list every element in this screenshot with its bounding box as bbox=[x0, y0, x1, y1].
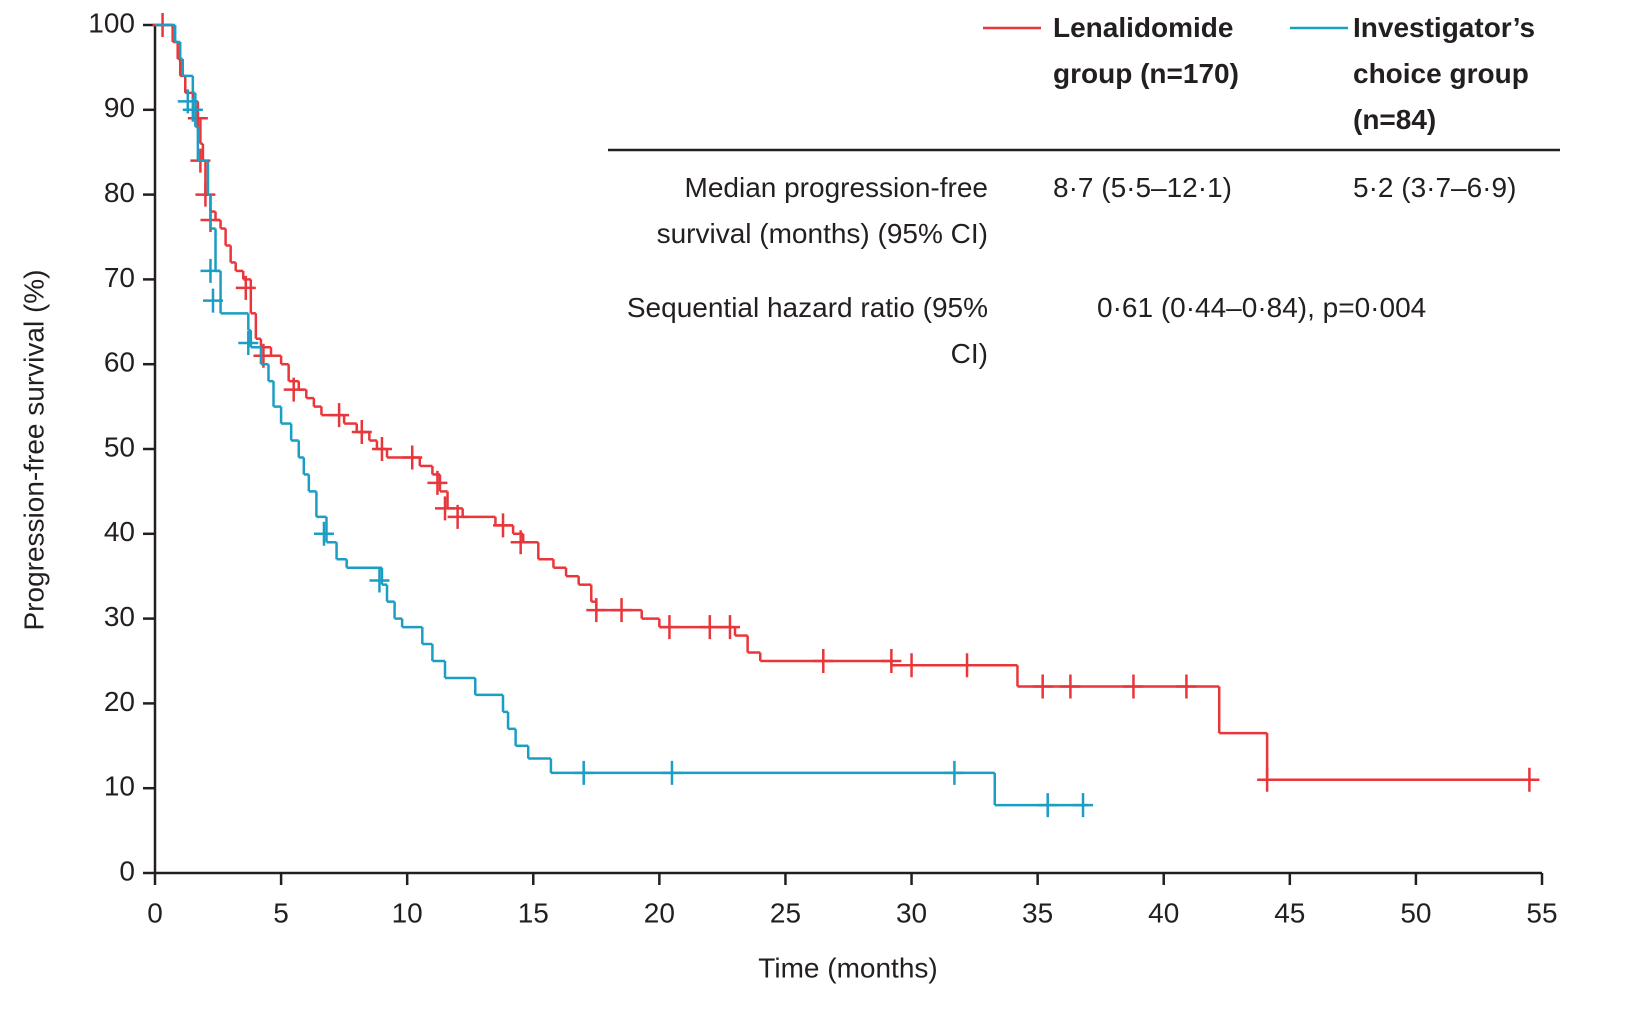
censor-mark bbox=[661, 760, 682, 785]
censor-mark bbox=[195, 182, 216, 207]
censor-mark bbox=[493, 513, 514, 538]
censor-mark bbox=[447, 504, 468, 529]
censor-mark bbox=[283, 377, 304, 402]
censor-mark bbox=[1123, 674, 1144, 699]
x-tick-label: 25 bbox=[770, 897, 801, 928]
y-tick-label: 0 bbox=[119, 855, 135, 886]
x-tick-label: 5 bbox=[273, 897, 289, 928]
y-tick-label: 10 bbox=[104, 771, 135, 802]
y-tick-label: 80 bbox=[104, 177, 135, 208]
censor-mark bbox=[1073, 793, 1094, 818]
censor-mark bbox=[813, 649, 834, 673]
row-value: 0·61 (0·44–0·84), p=0·004 bbox=[1097, 292, 1427, 323]
censor-mark bbox=[944, 760, 965, 785]
censor-mark bbox=[1519, 767, 1540, 792]
x-tick-label: 40 bbox=[1148, 897, 1179, 928]
censor-mark bbox=[235, 275, 256, 300]
censor-mark bbox=[719, 615, 740, 640]
row-label: Sequential hazard ratio (95% CI) bbox=[626, 292, 988, 369]
row-value: 8·7 (5·5–12·1) bbox=[1053, 172, 1232, 203]
censor-mark bbox=[611, 598, 632, 623]
y-tick-label: 60 bbox=[104, 347, 135, 378]
censor-mark bbox=[1037, 793, 1058, 818]
censor-mark bbox=[1176, 674, 1197, 699]
censor-mark bbox=[427, 470, 448, 495]
x-tick-label: 30 bbox=[896, 897, 927, 928]
y-tick-label: 30 bbox=[104, 601, 135, 632]
y-tick-label: 50 bbox=[104, 431, 135, 462]
censor-mark bbox=[182, 97, 203, 122]
censor-mark bbox=[203, 288, 224, 313]
censor-mark bbox=[369, 568, 390, 593]
censor-mark bbox=[957, 653, 978, 678]
censor-mark bbox=[351, 420, 372, 445]
censor-mark bbox=[238, 331, 259, 355]
y-tick-label: 40 bbox=[104, 516, 135, 547]
x-tick-label: 50 bbox=[1400, 897, 1431, 928]
x-tick-label: 15 bbox=[518, 897, 549, 928]
censor-mark bbox=[573, 760, 594, 785]
censor-mark bbox=[659, 615, 680, 640]
censor-mark bbox=[402, 445, 423, 470]
row-label: Median progression-free survival (months… bbox=[656, 172, 988, 249]
legend-entry: Investigator’s choice group (n=84) bbox=[1353, 12, 1536, 135]
y-axis-label: Progression-free survival (%) bbox=[18, 270, 49, 631]
x-tick-label: 10 bbox=[392, 897, 423, 928]
censor-mark bbox=[1257, 767, 1278, 792]
censor-mark bbox=[881, 649, 902, 673]
x-tick-label: 35 bbox=[1022, 897, 1053, 928]
censor-mark bbox=[699, 615, 720, 640]
legend-entry: Lenalidomide group (n=170) bbox=[1053, 12, 1239, 89]
y-tick-label: 100 bbox=[88, 7, 135, 38]
censor-mark bbox=[329, 403, 350, 428]
x-tick-label: 20 bbox=[644, 897, 675, 928]
y-tick-label: 70 bbox=[104, 262, 135, 293]
censor-mark bbox=[901, 653, 922, 678]
censor-mark bbox=[371, 437, 392, 461]
row-value: 5·2 (3·7–6·9) bbox=[1353, 172, 1517, 203]
censor-mark bbox=[313, 521, 334, 546]
x-tick-label: 0 bbox=[147, 897, 163, 928]
censor-mark bbox=[586, 598, 607, 623]
censor-mark bbox=[1032, 674, 1053, 699]
x-tick-label: 45 bbox=[1274, 897, 1305, 928]
censor-mark bbox=[435, 496, 456, 521]
x-axis-label: Time (months) bbox=[758, 952, 937, 983]
censor-mark bbox=[200, 258, 221, 283]
y-tick-label: 90 bbox=[104, 92, 135, 123]
x-tick-label: 55 bbox=[1526, 897, 1557, 928]
censor-mark bbox=[1060, 674, 1081, 699]
censor-mark bbox=[510, 530, 531, 555]
y-tick-label: 20 bbox=[104, 686, 135, 717]
